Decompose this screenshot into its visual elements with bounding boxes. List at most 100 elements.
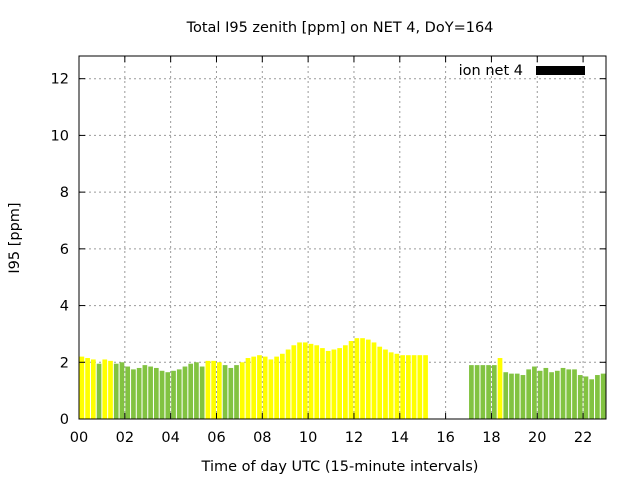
bar bbox=[291, 345, 297, 419]
bar bbox=[583, 376, 589, 419]
y-tick-label: 8 bbox=[60, 185, 69, 201]
bar bbox=[411, 355, 417, 419]
bar bbox=[526, 369, 532, 419]
bar bbox=[423, 355, 428, 419]
bar bbox=[205, 360, 211, 419]
bar bbox=[239, 362, 245, 419]
x-tick-label: 06 bbox=[207, 430, 225, 446]
bar bbox=[371, 342, 377, 419]
bar bbox=[343, 345, 348, 419]
bar bbox=[497, 358, 503, 419]
bar bbox=[142, 365, 148, 419]
bar bbox=[532, 366, 537, 419]
bar bbox=[503, 372, 509, 419]
bar bbox=[514, 373, 520, 419]
bar bbox=[394, 353, 400, 419]
bar bbox=[377, 346, 383, 419]
bar bbox=[222, 365, 228, 419]
bar bbox=[543, 367, 549, 419]
bar bbox=[560, 367, 566, 419]
x-tick-label: 08 bbox=[253, 430, 271, 446]
y-tick-label: 10 bbox=[51, 128, 69, 144]
x-tick-label: 12 bbox=[345, 430, 363, 446]
bar bbox=[108, 360, 113, 419]
bar bbox=[251, 356, 257, 419]
y-tick-label: 6 bbox=[60, 242, 69, 258]
bar bbox=[96, 363, 102, 419]
bar bbox=[159, 370, 165, 419]
x-tick-label: 10 bbox=[299, 430, 317, 446]
bar bbox=[199, 366, 205, 419]
x-tick-label: 18 bbox=[482, 430, 500, 446]
bar bbox=[119, 362, 125, 419]
bar bbox=[480, 365, 486, 419]
bar bbox=[566, 369, 572, 419]
x-tick-label: 04 bbox=[161, 430, 179, 446]
bar bbox=[228, 367, 234, 419]
bar bbox=[280, 353, 285, 419]
bar bbox=[153, 367, 159, 419]
bar bbox=[474, 365, 480, 419]
bars bbox=[79, 338, 606, 419]
bar bbox=[90, 359, 96, 419]
bar bbox=[165, 372, 171, 419]
bar bbox=[131, 369, 136, 419]
bar bbox=[194, 362, 199, 419]
bar bbox=[595, 375, 600, 419]
bar bbox=[125, 366, 131, 419]
bar bbox=[148, 366, 153, 419]
bar bbox=[245, 358, 251, 419]
bar bbox=[509, 373, 514, 419]
bar bbox=[469, 365, 474, 419]
bar bbox=[85, 358, 90, 419]
x-tick-label: 20 bbox=[528, 430, 546, 446]
bar bbox=[572, 369, 577, 419]
y-axis-label: I95 [ppm] bbox=[7, 202, 23, 273]
plot-frame bbox=[78, 55, 607, 420]
bar bbox=[297, 342, 302, 419]
bar bbox=[136, 367, 142, 419]
grid bbox=[79, 56, 606, 419]
x-axis-label: Time of day UTC (15-minute intervals) bbox=[201, 459, 479, 475]
bar bbox=[211, 360, 216, 419]
y-tick-label: 12 bbox=[51, 72, 69, 88]
chart-title: Total I95 zenith [ppm] on NET 4, DoY=164 bbox=[186, 20, 494, 36]
bar bbox=[216, 362, 222, 419]
bar bbox=[320, 348, 325, 419]
bar bbox=[176, 369, 182, 419]
x-tick-label: 14 bbox=[391, 430, 409, 446]
bar bbox=[549, 372, 554, 419]
x-tick-label: 16 bbox=[436, 430, 454, 446]
bar bbox=[285, 349, 291, 419]
bar bbox=[348, 341, 354, 419]
bar bbox=[417, 355, 423, 419]
bar bbox=[274, 356, 279, 419]
bar bbox=[314, 345, 320, 419]
bar bbox=[325, 350, 331, 419]
bar bbox=[182, 366, 188, 419]
bar bbox=[406, 355, 411, 419]
bar bbox=[79, 356, 85, 419]
bar bbox=[577, 375, 583, 419]
y-tick-label: 2 bbox=[60, 355, 69, 371]
bar bbox=[520, 375, 526, 419]
bar bbox=[102, 359, 108, 419]
bar bbox=[589, 379, 595, 419]
bar bbox=[486, 365, 491, 419]
bar bbox=[337, 348, 342, 419]
bar bbox=[234, 365, 239, 419]
bar bbox=[302, 342, 308, 419]
bar bbox=[388, 352, 394, 419]
bar bbox=[400, 355, 405, 419]
bar bbox=[554, 370, 560, 419]
bar bbox=[491, 365, 497, 419]
bar bbox=[600, 373, 606, 419]
bar bbox=[354, 338, 360, 419]
bar bbox=[171, 370, 176, 419]
y-tick-label: 4 bbox=[60, 299, 69, 315]
bar bbox=[113, 363, 119, 419]
bar bbox=[383, 349, 388, 419]
bar bbox=[257, 355, 262, 419]
